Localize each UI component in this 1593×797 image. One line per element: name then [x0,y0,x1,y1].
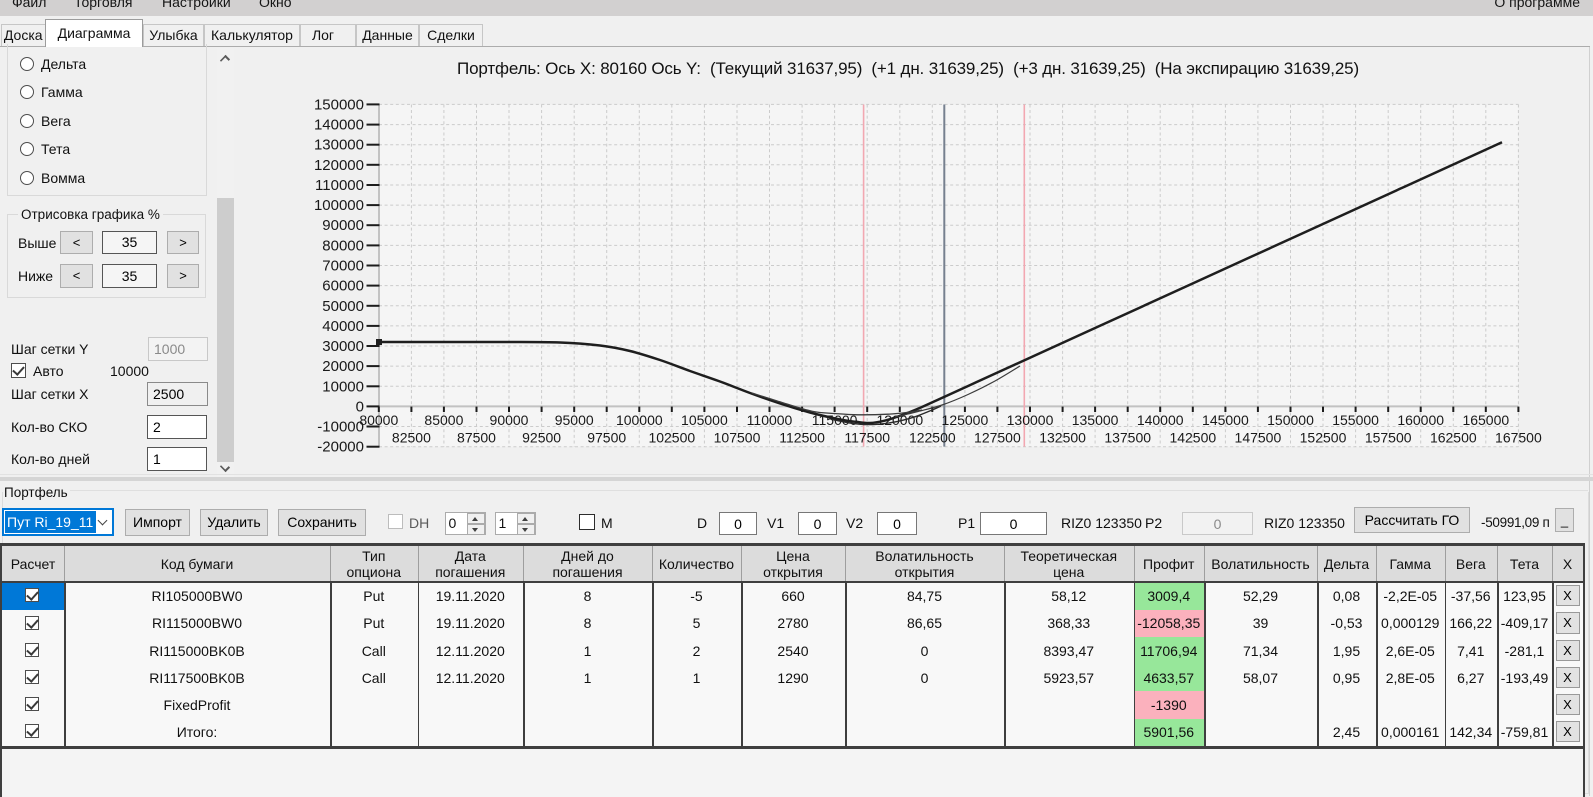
svg-text:142500: 142500 [1169,430,1216,446]
svg-text:97500: 97500 [587,430,626,446]
svg-text:90000: 90000 [322,217,364,234]
svg-text:157500: 157500 [1365,430,1412,446]
svg-text:100000: 100000 [314,197,364,214]
svg-text:117500: 117500 [844,430,890,446]
svg-text:150000: 150000 [314,96,364,113]
svg-text:107500: 107500 [714,430,761,446]
svg-text:167500: 167500 [1495,430,1542,446]
svg-text:160000: 160000 [1397,412,1444,428]
svg-text:127500: 127500 [974,430,1021,446]
svg-text:82500: 82500 [392,430,431,446]
svg-text:147500: 147500 [1235,430,1282,446]
svg-text:102500: 102500 [648,430,695,446]
svg-text:80000: 80000 [359,412,398,428]
svg-text:132500: 132500 [1039,430,1086,446]
svg-text:155000: 155000 [1332,412,1379,428]
svg-text:165000: 165000 [1462,412,1509,428]
svg-text:105000: 105000 [681,412,728,428]
svg-text:150000: 150000 [1267,412,1314,428]
svg-text:152500: 152500 [1300,430,1347,446]
svg-text:-10000: -10000 [317,419,364,436]
svg-text:30000: 30000 [322,338,364,355]
svg-text:130000: 130000 [1007,412,1054,428]
svg-text:140000: 140000 [1137,412,1184,428]
svg-text:137500: 137500 [1104,430,1151,446]
svg-text:112500: 112500 [779,430,825,446]
svg-text:120000: 120000 [314,157,364,174]
svg-text:90000: 90000 [490,412,529,428]
svg-text:162500: 162500 [1430,430,1477,446]
svg-text:40000: 40000 [322,318,364,335]
svg-text:120000: 120000 [876,412,923,428]
svg-text:92500: 92500 [522,430,561,446]
svg-text:122500: 122500 [909,430,956,446]
svg-text:100000: 100000 [616,412,663,428]
svg-text:140000: 140000 [314,117,364,134]
svg-text:145000: 145000 [1202,412,1249,428]
svg-text:70000: 70000 [322,258,364,275]
svg-text:80000: 80000 [322,237,364,254]
svg-text:110000: 110000 [315,177,364,194]
svg-text:130000: 130000 [314,137,364,154]
svg-text:10000: 10000 [322,378,364,395]
svg-text:125000: 125000 [942,412,989,428]
svg-text:0: 0 [356,398,364,415]
svg-text:-20000: -20000 [317,439,364,456]
svg-text:95000: 95000 [555,412,594,428]
svg-text:20000: 20000 [322,358,364,375]
svg-text:87500: 87500 [457,430,496,446]
svg-text:110000: 110000 [747,412,793,428]
svg-text:50000: 50000 [322,298,364,315]
svg-text:135000: 135000 [1072,412,1119,428]
svg-text:85000: 85000 [424,412,463,428]
svg-text:60000: 60000 [322,278,364,295]
